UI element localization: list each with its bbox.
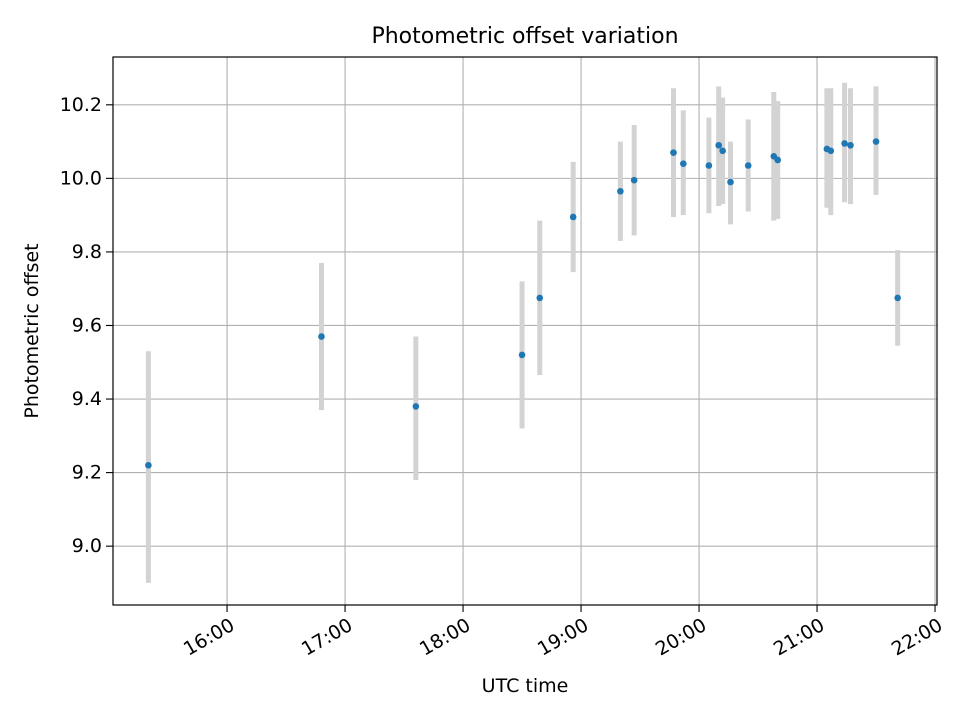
data-point	[894, 294, 901, 302]
data-point	[719, 147, 726, 155]
y-tick-label: 9.4	[72, 388, 102, 410]
y-axis-label: Photometric offset	[21, 243, 43, 418]
data-point	[630, 176, 638, 184]
data-points	[145, 138, 901, 469]
data-point	[872, 138, 880, 145]
data-point	[705, 162, 713, 169]
data-point	[518, 351, 526, 359]
data-point	[680, 160, 687, 167]
y-tick-label: 9.0	[72, 535, 102, 557]
data-point	[670, 149, 677, 156]
data-point	[827, 147, 835, 155]
y-tick-label: 9.8	[72, 241, 102, 263]
y-tick-label: 10.2	[60, 94, 102, 116]
y-tick-label: 9.6	[72, 314, 102, 336]
grid	[113, 57, 937, 605]
data-point	[727, 178, 734, 186]
data-point	[145, 461, 152, 469]
data-point	[617, 187, 624, 195]
data-point	[847, 141, 854, 149]
data-point	[569, 213, 577, 221]
y-tick-label: 9.2	[72, 462, 102, 484]
data-point	[536, 294, 544, 302]
y-tick-label: 10.0	[60, 167, 102, 189]
data-point	[412, 403, 420, 410]
x-axis-label: UTC time	[482, 675, 569, 697]
chart-title: Photometric offset variation	[371, 24, 678, 49]
data-point	[715, 141, 723, 149]
data-point	[841, 140, 848, 147]
plot-area-frame	[112, 56, 938, 606]
data-point	[744, 162, 752, 169]
data-point	[774, 156, 782, 164]
data-point	[318, 333, 325, 340]
